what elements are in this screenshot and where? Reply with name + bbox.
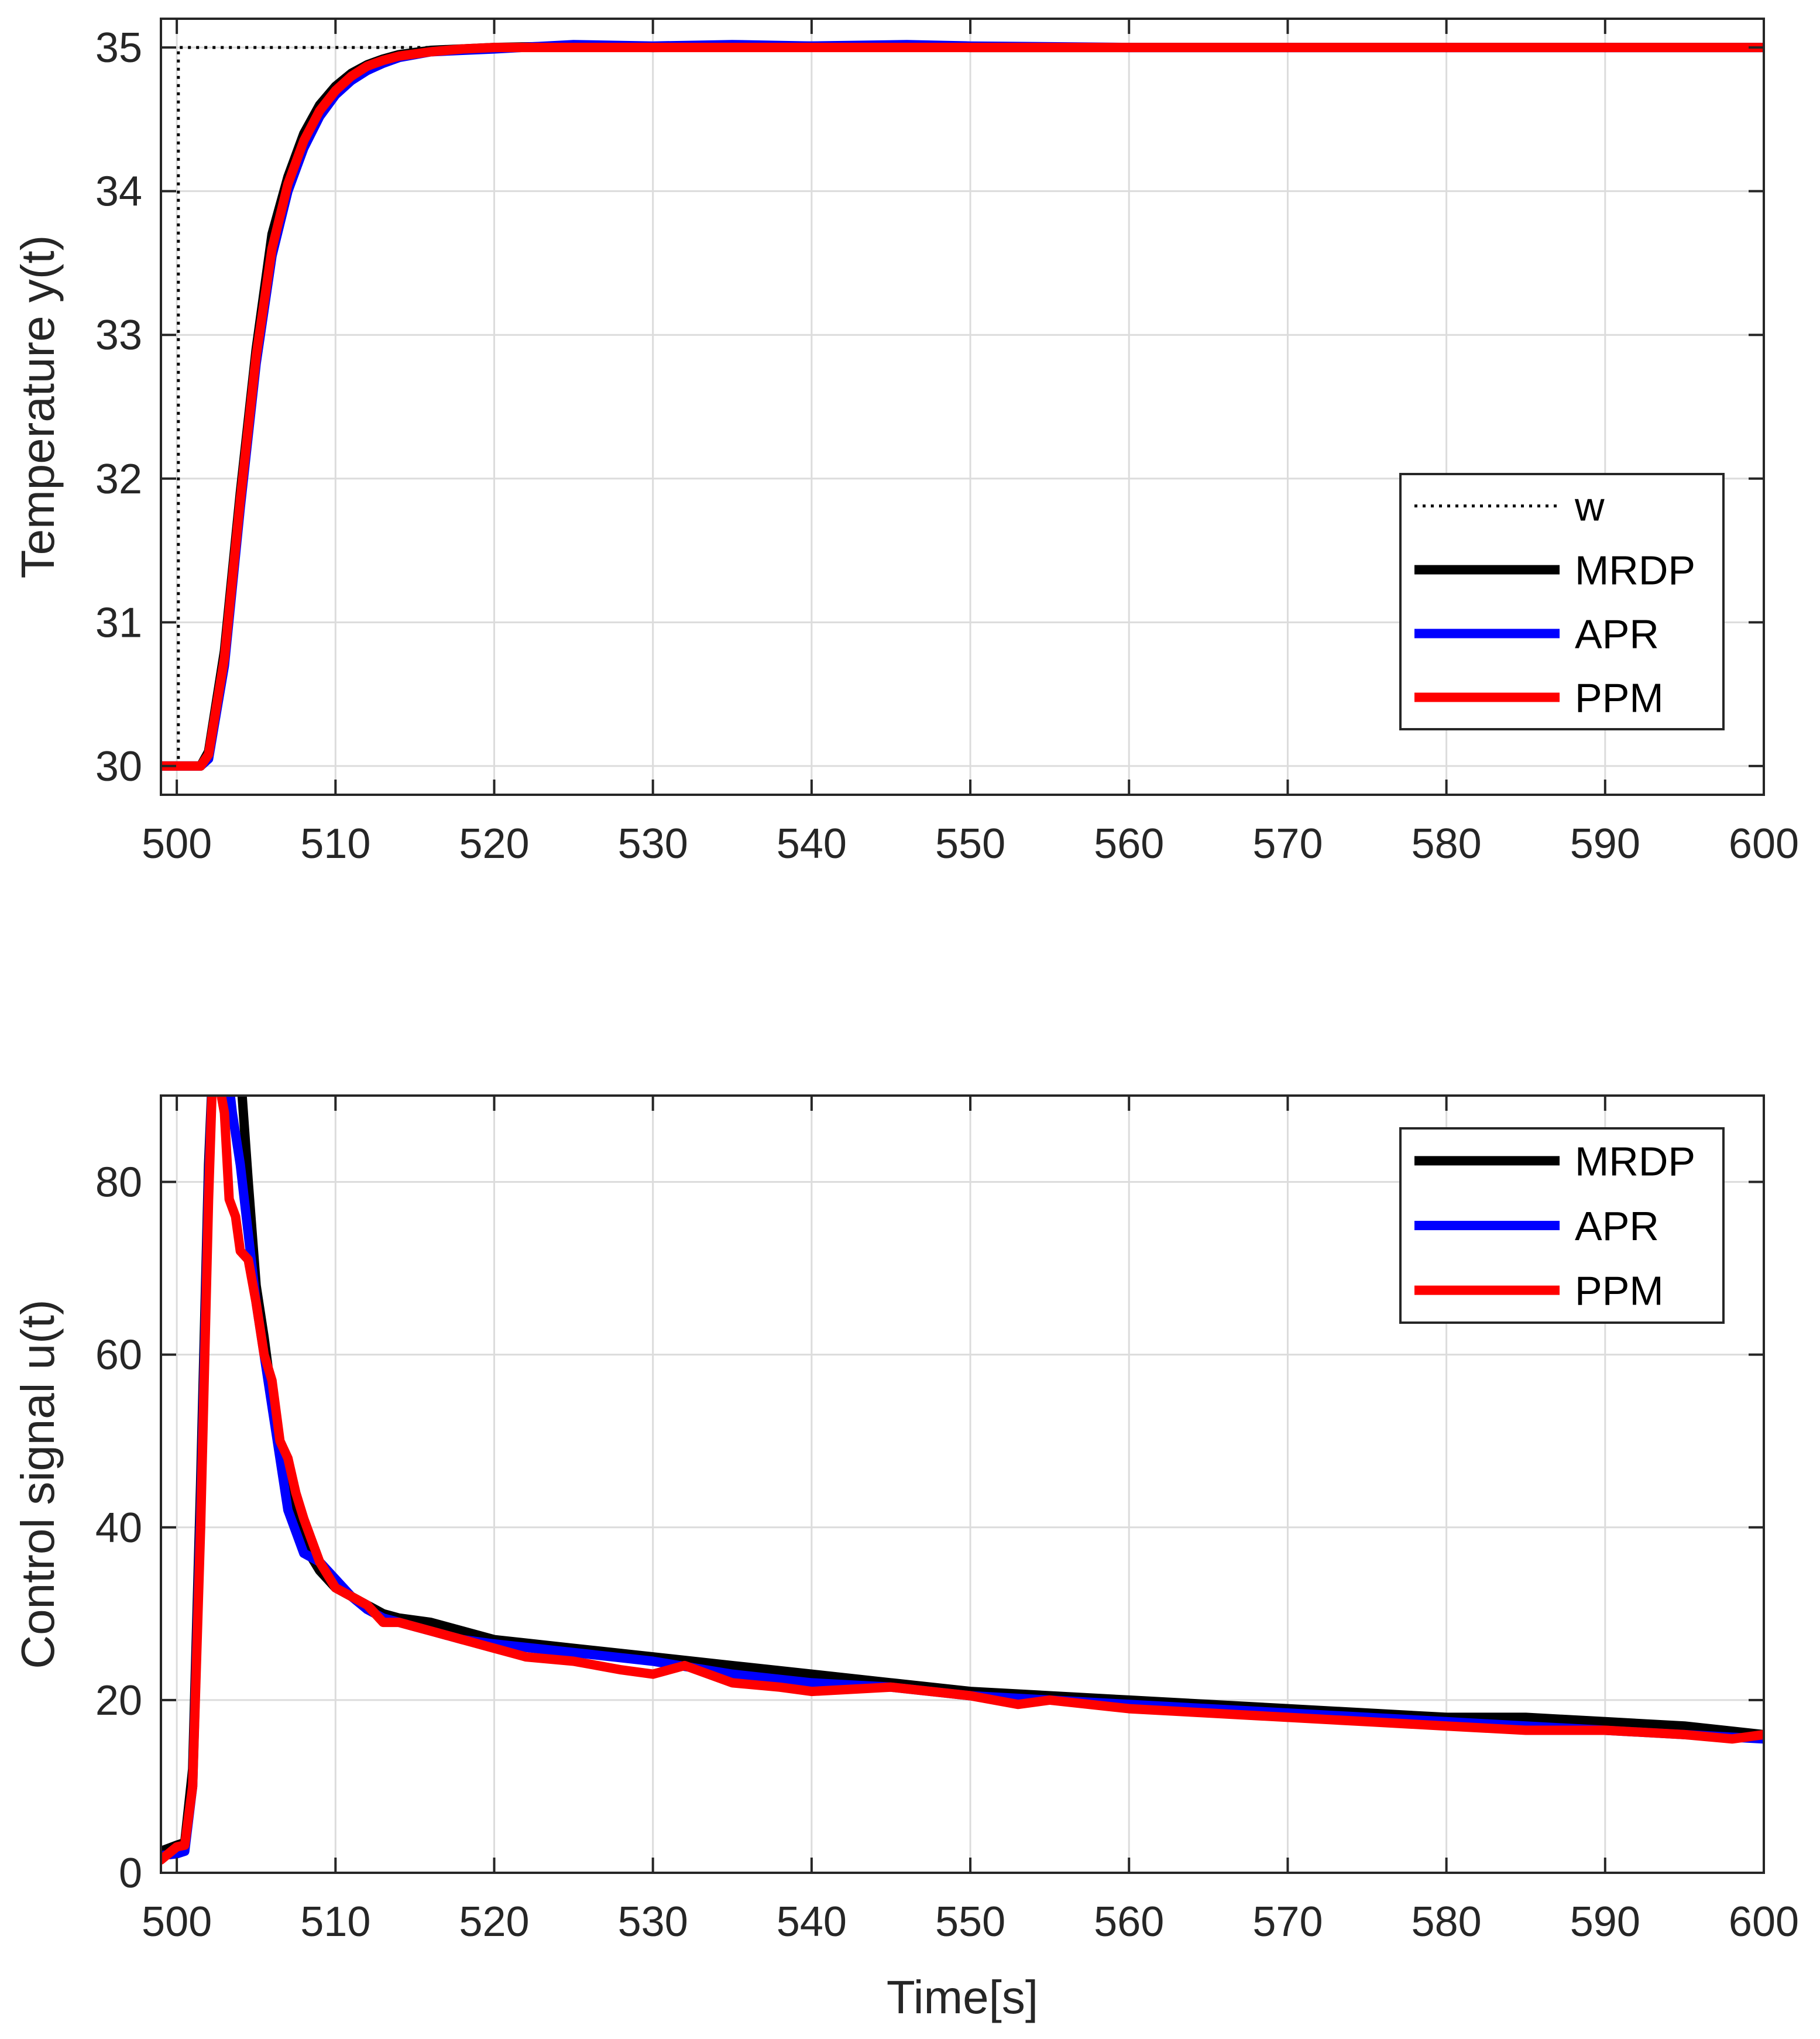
y-tick-label: 40	[95, 1505, 142, 1551]
y-tick-label: 34	[95, 169, 142, 215]
legend-label-apr: APR	[1575, 1203, 1659, 1249]
legend-label-ppm: PPM	[1575, 1268, 1664, 1314]
y-axis-title: Control signal u(t)	[12, 1299, 64, 1669]
y-tick-label: 0	[119, 1850, 142, 1897]
x-tick-label: 570	[1252, 1899, 1323, 1945]
x-tick-label: 590	[1570, 821, 1640, 867]
x-tick-label: 550	[935, 821, 1005, 867]
y-tick-label: 32	[95, 456, 142, 503]
series-group	[161, 1096, 1764, 1865]
y-axis-title: Temperature y(t)	[12, 235, 64, 579]
y-tick-label: 30	[95, 743, 142, 790]
x-tick-label: 540	[777, 1899, 847, 1945]
y-tick-label: 35	[95, 25, 142, 71]
x-tick-label: 570	[1252, 821, 1323, 867]
temperature-panel: 500 510 520 530 540 550 560 570 580 590 600 30 31 32 3…	[12, 18, 1799, 867]
x-tick-label: 580	[1412, 1899, 1482, 1945]
legend: MRDP APR PPM	[1399, 1127, 1725, 1324]
legend-label-apr: APR	[1575, 612, 1659, 657]
series-line-ppm	[161, 43, 1764, 771]
x-tick-label: 550	[935, 1899, 1005, 1945]
control-signal-panel: 500 510 520 530 540 550 560 570 580 590 600 0 20 40 60…	[12, 1094, 1799, 2023]
x-tick-label: 510	[300, 1899, 370, 1945]
axes-box	[160, 18, 1765, 796]
legend-label-ppm: PPM	[1575, 675, 1664, 721]
x-tick-label: 600	[1729, 1899, 1799, 1945]
x-tick-label: 530	[618, 821, 688, 867]
x-tick-label: 520	[459, 821, 529, 867]
x-tick-label: 540	[777, 821, 847, 867]
x-tick-label: 590	[1570, 1899, 1640, 1945]
x-tick-label: 560	[1094, 821, 1164, 867]
legend-box	[1399, 473, 1725, 730]
y-tick-label: 60	[95, 1332, 142, 1379]
x-tick-label: 500	[142, 821, 212, 867]
x-tick-label: 510	[300, 821, 370, 867]
legend-label-w: w	[1574, 484, 1605, 530]
legend-label-mrdp: MRDP	[1575, 548, 1695, 593]
legend: w MRDP APR PPM	[1399, 473, 1725, 730]
y-tick-label: 31	[95, 599, 142, 646]
series-line-ppm	[161, 1096, 1764, 1865]
x-tick-label: 500	[142, 1899, 212, 1945]
x-tick-label: 520	[459, 1899, 529, 1945]
x-axis-title: Time[s]	[887, 1971, 1038, 2023]
x-tick-label: 560	[1094, 1899, 1164, 1945]
legend-label-mrdp: MRDP	[1575, 1138, 1695, 1184]
x-tick-label: 580	[1412, 821, 1482, 867]
y-tick-label: 20	[95, 1677, 142, 1724]
axes-box	[160, 1094, 1765, 1874]
y-tick-label: 33	[95, 312, 142, 359]
x-tick-label: 600	[1729, 821, 1799, 867]
x-tick-label: 530	[618, 1899, 688, 1945]
y-tick-label: 80	[95, 1159, 142, 1206]
